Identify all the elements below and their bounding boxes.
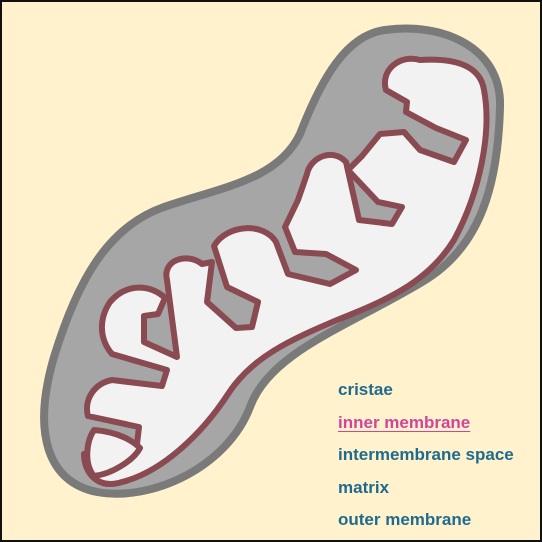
label-outer-membrane[interactable]: outer membrane — [338, 510, 472, 529]
label-cristae[interactable]: cristae — [338, 380, 393, 399]
label-matrix[interactable]: matrix — [338, 477, 390, 497]
matrix-pocket[interactable] — [84, 427, 143, 479]
label-intermembrane-space[interactable]: intermembrane space — [338, 445, 514, 464]
label-inner-membrane[interactable]: inner membrane — [338, 412, 471, 432]
inner-membrane-shape[interactable] — [81, 55, 490, 487]
label-list: cristae inner membrane intermembrane spa… — [338, 374, 514, 537]
